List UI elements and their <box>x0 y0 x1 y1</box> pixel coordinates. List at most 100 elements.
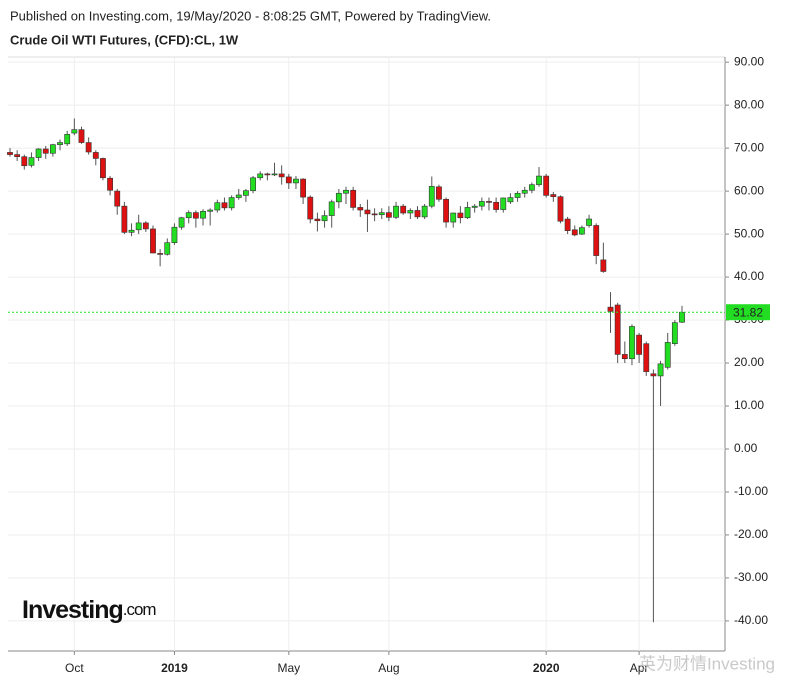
candle-body <box>679 311 685 323</box>
candle-body <box>178 217 185 228</box>
last-price-label: 31.82 <box>733 305 763 319</box>
candle-body <box>357 207 364 211</box>
candle-body <box>157 253 164 255</box>
candle-body <box>214 202 221 211</box>
candle-body <box>421 205 428 218</box>
candle-body <box>564 218 571 231</box>
y-tick-label: 80.00 <box>734 97 764 111</box>
candle-body <box>428 186 435 207</box>
candle-body <box>35 148 42 158</box>
candle-body <box>450 212 457 223</box>
y-tick-label: 90.00 <box>734 54 764 68</box>
logo-text: Investing <box>22 596 123 624</box>
candle-body <box>150 228 156 254</box>
x-tick-label: Oct <box>65 661 84 675</box>
candle-body <box>414 210 421 218</box>
candle-body <box>200 211 206 219</box>
plot: 90.0080.0070.0060.0050.0040.0030.0020.00… <box>7 54 770 675</box>
y-tick-label: 10.00 <box>734 398 764 412</box>
y-tick-label: 0.00 <box>734 441 758 455</box>
chart-subtitle: Published on Investing.com, 19/May/2020 … <box>10 8 491 23</box>
candle-body <box>607 306 614 312</box>
candle-body <box>664 342 671 368</box>
candle-body <box>521 189 528 194</box>
candle-body <box>278 173 285 178</box>
candle-body <box>671 322 678 344</box>
y-tick-label: 40.00 <box>734 269 764 283</box>
candle-body <box>335 192 342 203</box>
candle-body <box>407 210 414 214</box>
last-price-box <box>726 304 770 321</box>
candle-body <box>321 215 328 222</box>
y-tick-label: 70.00 <box>734 140 764 154</box>
candle-body <box>643 343 650 372</box>
candle-body <box>121 205 128 233</box>
candle-body <box>14 154 21 158</box>
y-tick-label: 20.00 <box>734 355 764 369</box>
candle-body <box>85 142 92 153</box>
candle-body <box>28 157 35 166</box>
candle-body <box>536 175 542 185</box>
candle-body <box>593 225 600 256</box>
y-tick-label: -30.00 <box>734 570 768 584</box>
candle-body <box>185 212 192 219</box>
candle-body <box>164 242 171 255</box>
candle-body <box>657 363 664 377</box>
candle-body <box>285 176 292 184</box>
candle-body <box>571 229 578 236</box>
candle-body <box>100 158 106 179</box>
candle-body <box>500 197 507 210</box>
candle-body <box>57 142 63 145</box>
candle-body <box>264 173 271 176</box>
candle-body <box>371 213 378 216</box>
y-tick-label: -10.00 <box>734 484 768 498</box>
candle-body <box>271 173 278 176</box>
candle-body <box>543 175 550 196</box>
candle-body <box>528 184 535 191</box>
candle-body <box>507 197 514 203</box>
candle-body <box>49 144 56 154</box>
candle-body <box>457 212 464 219</box>
candle-body <box>378 212 385 216</box>
candle-body <box>629 326 635 360</box>
candle-body <box>600 259 607 272</box>
candle-body <box>364 209 371 215</box>
y-tick-label: 60.00 <box>734 183 764 197</box>
candle-body <box>235 194 242 198</box>
x-tick-label: 2019 <box>161 661 188 675</box>
candle-body <box>586 218 592 226</box>
candle-body <box>514 192 521 198</box>
candle-body <box>78 129 85 143</box>
watermark: 英为财情Investing <box>639 654 775 673</box>
candle-body <box>478 201 485 207</box>
x-tick-label: Apr <box>630 661 649 675</box>
candle-body <box>257 173 264 179</box>
candle-body <box>307 196 314 220</box>
logo: Investing.com <box>22 596 156 624</box>
candle-body <box>142 222 149 230</box>
candle-body <box>621 354 628 360</box>
candle-body <box>128 229 135 233</box>
x-tick-label: Aug <box>378 661 399 675</box>
candle-body <box>350 189 357 208</box>
candle-body <box>228 197 235 209</box>
candle-body <box>107 177 113 191</box>
candle-body <box>300 178 307 198</box>
y-tick-label: 50.00 <box>734 226 764 240</box>
candle-body <box>579 227 585 235</box>
y-tick-label: -20.00 <box>734 527 768 541</box>
candle-body <box>328 201 335 216</box>
candle-body <box>650 373 657 377</box>
candle-body <box>436 186 442 200</box>
x-tick-label: May <box>277 661 300 675</box>
y-tick-label: -40.00 <box>734 613 768 627</box>
candle-body <box>243 190 249 196</box>
candle-body <box>221 202 228 209</box>
chart-title: Crude Oil WTI Futures, (CFD):CL, 1W <box>10 32 239 47</box>
candle-body <box>293 178 299 184</box>
candle-body <box>114 190 121 207</box>
candle-body <box>92 152 99 159</box>
candle-body <box>471 205 478 208</box>
candle-body <box>400 205 407 214</box>
